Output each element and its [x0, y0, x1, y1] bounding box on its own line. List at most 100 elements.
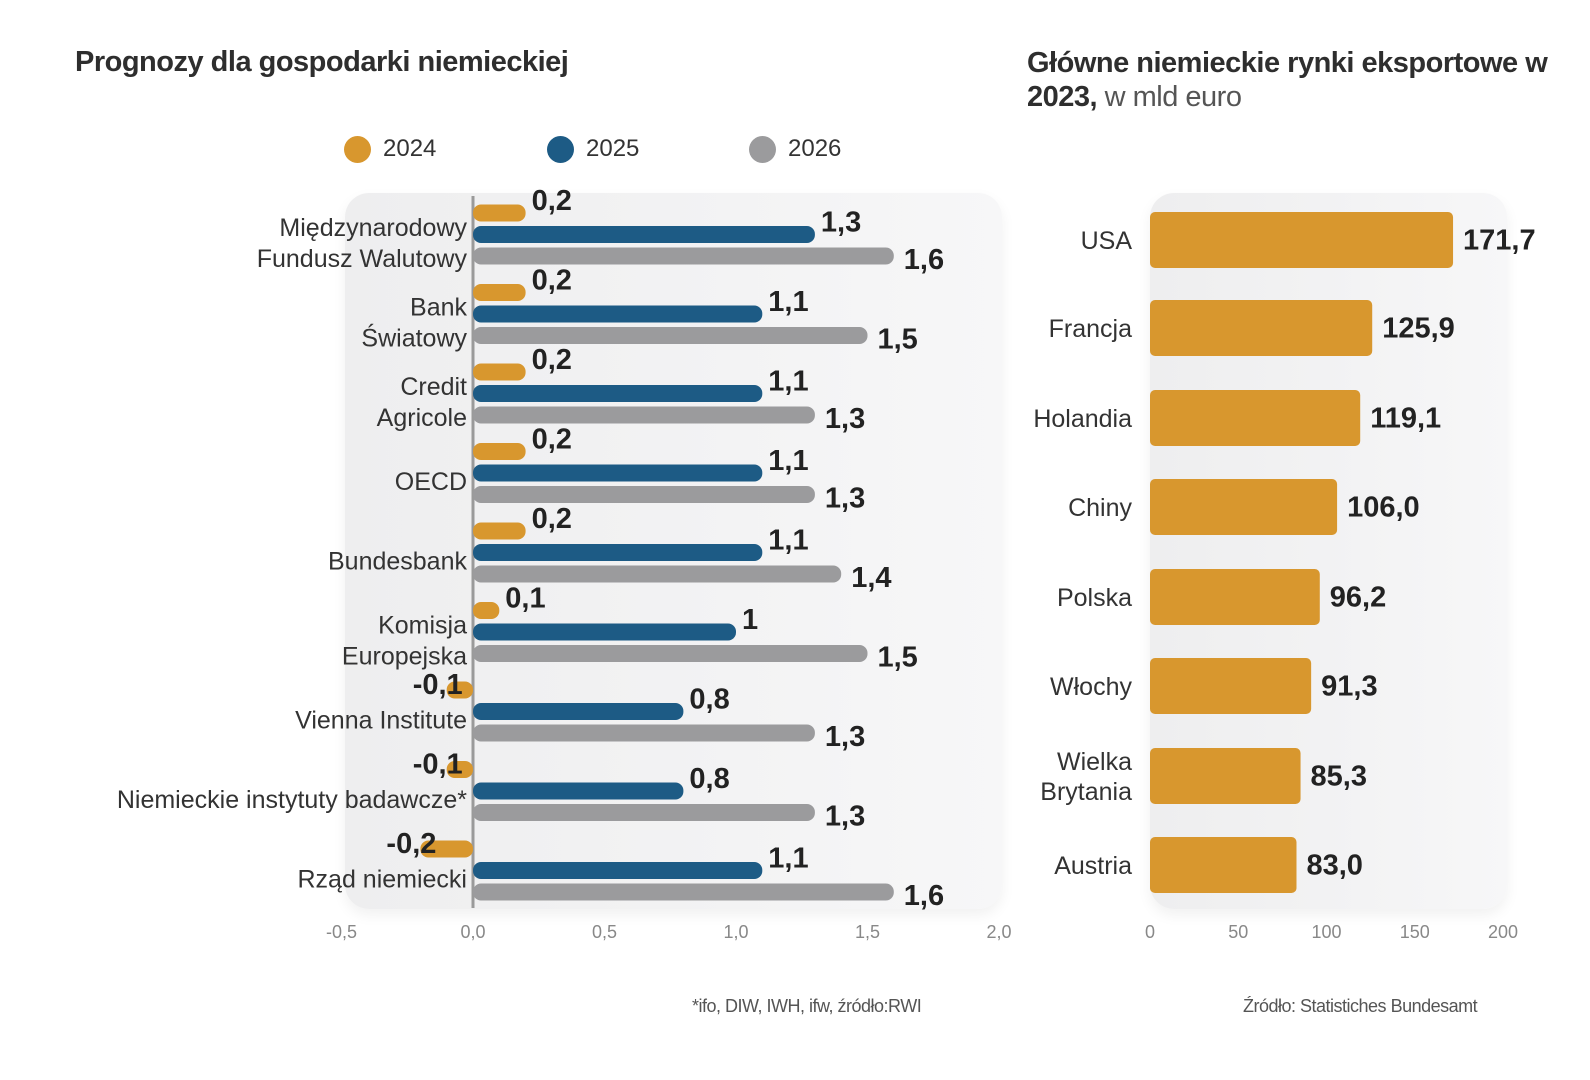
right-title-unit: w mld euro	[1097, 81, 1242, 113]
bar-2025-niemieckie-instytuty-badawcze	[473, 782, 684, 800]
bar-2024-miedzynarodowy-fundusz-walutowy	[473, 204, 526, 222]
export-bar-holandia	[1150, 390, 1361, 446]
left-category-label-komisja-europejska: Komisja Europejska	[342, 611, 467, 670]
right-category-label-chiny: Chiny	[1068, 494, 1132, 522]
left-category-label-credit-agricole: Credit Agricole	[377, 373, 467, 432]
export-bar-wochy	[1150, 658, 1312, 714]
right-category-label-wielka-brytania: Wielka Brytania	[1040, 748, 1132, 806]
value-label-2024-niemieckie-instytuty-badawcze: -0,1	[413, 749, 463, 781]
export-bar-austria	[1150, 837, 1297, 893]
bar-2024-credit-agricole	[473, 363, 526, 381]
legend-item-2024: 2024	[344, 132, 436, 166]
left-x-tick-0: -0,5	[326, 922, 357, 942]
bar-2025-rzad-niemiecki	[473, 862, 763, 879]
right-category-label-holandia: Holandia	[1033, 405, 1132, 433]
value-label-2024-bundesbank: 0,2	[532, 503, 572, 535]
bar-2026-bank-swiatowy	[473, 327, 868, 344]
export-value-label-usa: 171,7	[1463, 225, 1536, 257]
value-label-2025-rzad-niemiecki: 1,1	[768, 843, 808, 875]
value-label-2026-oecd: 1,3	[825, 483, 865, 515]
left-category-label-rzad-niemiecki: Rząd niemiecki	[297, 865, 467, 893]
right-title-bold: Główne niemieckie rynki eksportowe w 202…	[1027, 47, 1548, 113]
bar-2026-rzad-niemiecki	[473, 883, 894, 901]
value-label-2025-bundesbank: 1,1	[768, 525, 808, 557]
value-label-2025-miedzynarodowy-fundusz-walutowy: 1,3	[821, 207, 861, 239]
right-category-label-austria: Austria	[1054, 852, 1132, 880]
bar-2026-oecd	[473, 486, 815, 503]
export-bar-polska	[1150, 569, 1320, 625]
value-label-2024-credit-agricole: 0,2	[532, 344, 572, 376]
bar-2025-oecd	[473, 464, 763, 482]
value-label-2025-credit-agricole: 1,1	[768, 366, 808, 398]
value-label-2025-oecd: 1,1	[768, 445, 808, 477]
bar-2026-bundesbank	[473, 565, 842, 583]
left-category-label-oecd: OECD	[395, 468, 467, 496]
right-category-label-usa: USA	[1081, 227, 1133, 255]
export-bar-francja	[1150, 300, 1373, 356]
value-label-2026-miedzynarodowy-fundusz-walutowy: 1,6	[904, 244, 944, 276]
right-footnote: Źródło: Statistiches Bundesamt	[1243, 996, 1478, 1016]
legend-dot-2026-icon	[749, 135, 776, 163]
export-value-label-wielka-brytania: 85,3	[1311, 761, 1367, 793]
right-x-tick-2: 100	[1311, 922, 1341, 942]
value-label-2025-komisja-europejska: 1	[742, 604, 758, 636]
bar-2026-niemieckie-instytuty-badawcze	[473, 804, 815, 821]
bar-2024-bundesbank	[473, 522, 526, 540]
export-value-label-austria: 83,0	[1306, 850, 1362, 882]
right-x-tick-1: 50	[1228, 922, 1248, 942]
left-category-label-bundesbank: Bundesbank	[328, 547, 468, 575]
left-x-tick-1: 0,0	[460, 922, 485, 942]
left-category-label-vienna-institute: Vienna Institute	[295, 706, 467, 734]
left-x-tick-3: 1,0	[723, 922, 748, 942]
export-value-label-polska: 96,2	[1330, 582, 1386, 614]
bar-2025-vienna-institute	[473, 703, 684, 720]
value-label-2026-rzad-niemiecki: 1,6	[904, 880, 944, 912]
bar-2026-credit-agricole	[473, 406, 815, 424]
value-label-2024-bank-swiatowy: 0,2	[532, 265, 572, 297]
left-x-tick-2: 0,5	[592, 922, 617, 942]
legend-label-2025: 2025	[586, 135, 640, 162]
bar-2024-niemieckie-instytuty-badawcze	[446, 761, 473, 778]
export-bar-chiny	[1150, 479, 1338, 535]
value-label-2026-bundesbank: 1,4	[851, 562, 891, 594]
value-label-2026-credit-agricole: 1,3	[825, 403, 865, 435]
value-label-2025-vienna-institute: 0,8	[689, 684, 729, 716]
left-category-label-miedzynarodowy-fundusz-walutowy: Międzynarodowy Fundusz Walutowy	[257, 214, 468, 273]
left-footnote: *ifo, DIW, IWH, ifw, źródło:RWI	[692, 996, 922, 1016]
left-x-tick-4: 1,5	[855, 922, 880, 942]
value-label-2024-oecd: 0,2	[532, 424, 572, 456]
value-label-2025-bank-swiatowy: 1,1	[768, 286, 808, 318]
value-label-2024-komisja-europejska: 0,1	[505, 583, 545, 615]
right-chart-title: Główne niemieckie rynki eksportowe w 202…	[1027, 46, 1587, 114]
bar-2025-miedzynarodowy-fundusz-walutowy	[473, 226, 815, 243]
export-value-label-chiny: 106,0	[1347, 492, 1420, 524]
value-label-2026-niemieckie-instytuty-badawcze: 1,3	[825, 801, 865, 833]
bar-2024-oecd	[473, 443, 526, 460]
bar-2024-rzad-niemiecki	[420, 840, 473, 858]
value-label-2024-miedzynarodowy-fundusz-walutowy: 0,2	[532, 185, 572, 217]
right-x-tick-3: 150	[1400, 922, 1430, 942]
value-label-2026-vienna-institute: 1,3	[825, 721, 865, 753]
legend-label-2024: 2024	[383, 135, 437, 162]
value-label-2025-niemieckie-instytuty-badawcze: 0,8	[689, 763, 729, 795]
right-category-label-francja: Francja	[1049, 315, 1132, 343]
right-x-tick-0: 0	[1145, 922, 1155, 942]
right-category-label-polska: Polska	[1057, 584, 1132, 612]
value-label-2024-vienna-institute: -0,1	[413, 669, 463, 701]
bar-2026-vienna-institute	[473, 724, 815, 742]
value-label-2026-bank-swiatowy: 1,5	[878, 324, 918, 356]
export-value-label-holandia: 119,1	[1370, 403, 1441, 435]
legend-dot-2024-icon	[344, 135, 371, 163]
left-category-label-bank-swiatowy: Bank Światowy	[361, 293, 467, 352]
bar-2025-komisja-europejska	[473, 623, 736, 641]
legend-dot-2025-icon	[547, 135, 574, 163]
left-x-tick-5: 2,0	[986, 922, 1011, 942]
right-x-tick-4: 200	[1488, 922, 1518, 942]
bar-2025-bundesbank	[473, 544, 763, 561]
bar-2026-miedzynarodowy-fundusz-walutowy	[473, 247, 894, 265]
right-category-label-wochy: Włochy	[1050, 673, 1132, 701]
export-bar-usa	[1150, 212, 1454, 268]
bar-2024-komisja-europejska	[473, 602, 500, 619]
left-category-label-niemieckie-instytuty-badawcze: Niemieckie instytuty badawcze*	[117, 786, 467, 814]
